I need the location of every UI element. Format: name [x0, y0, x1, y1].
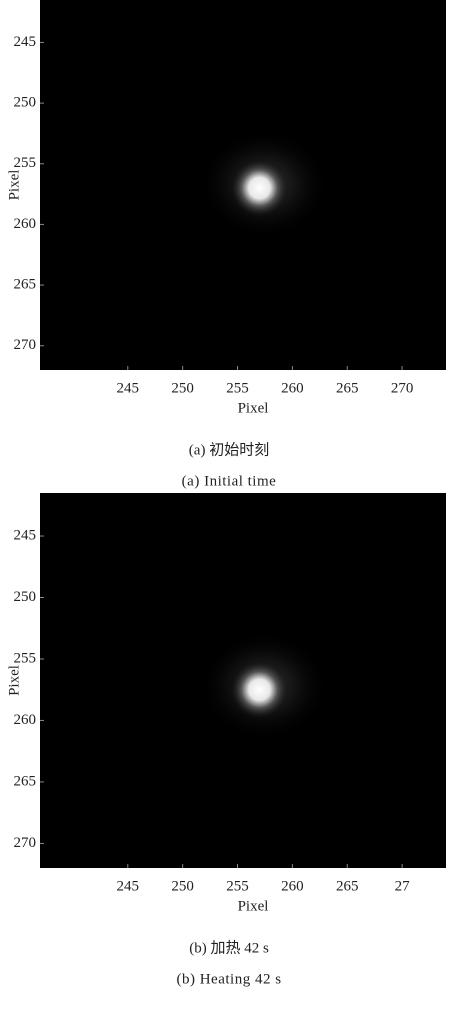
spot [229, 659, 290, 720]
x-axis-label: Pixel [238, 898, 269, 914]
caption-en: (a) Initial time [182, 473, 277, 489]
x-tick-label: 260 [281, 878, 304, 894]
caption-zh: (a) 初始时刻 [189, 441, 269, 458]
spot [229, 158, 290, 219]
x-tick-label: 250 [171, 878, 194, 894]
y-tick-label: 265 [14, 277, 37, 293]
x-tick-label: 255 [226, 380, 249, 396]
x-tick-label: 27 [395, 878, 411, 894]
y-tick-label: 260 [14, 712, 37, 728]
x-tick-label: 250 [171, 380, 194, 396]
caption-en: (b) Heating 42 s [176, 971, 281, 987]
x-tick-label: 245 [117, 878, 140, 894]
x-tick-label: 255 [226, 878, 249, 894]
x-tick-label: 245 [117, 380, 140, 396]
x-tick-label: 265 [336, 878, 359, 894]
y-tick-label: 255 [14, 650, 37, 666]
caption-zh: (b) 加热 42 s [189, 939, 269, 956]
y-tick-label: 250 [14, 589, 37, 605]
y-tick-label: 270 [14, 337, 37, 353]
y-axis-label: Pixel [6, 170, 22, 201]
y-tick-label: 260 [14, 216, 37, 232]
y-tick-label: 250 [14, 95, 37, 111]
y-tick-label: 265 [14, 773, 37, 789]
x-tick-label: 270 [391, 380, 414, 396]
y-tick-label: 270 [14, 835, 37, 851]
x-axis-label: Pixel [238, 400, 269, 416]
y-axis-label: Pixel [6, 665, 22, 696]
y-tick-label: 245 [14, 34, 37, 50]
x-tick-label: 265 [336, 380, 359, 396]
x-tick-label: 260 [281, 380, 304, 396]
y-tick-label: 245 [14, 527, 37, 543]
y-tick-label: 255 [14, 155, 37, 171]
